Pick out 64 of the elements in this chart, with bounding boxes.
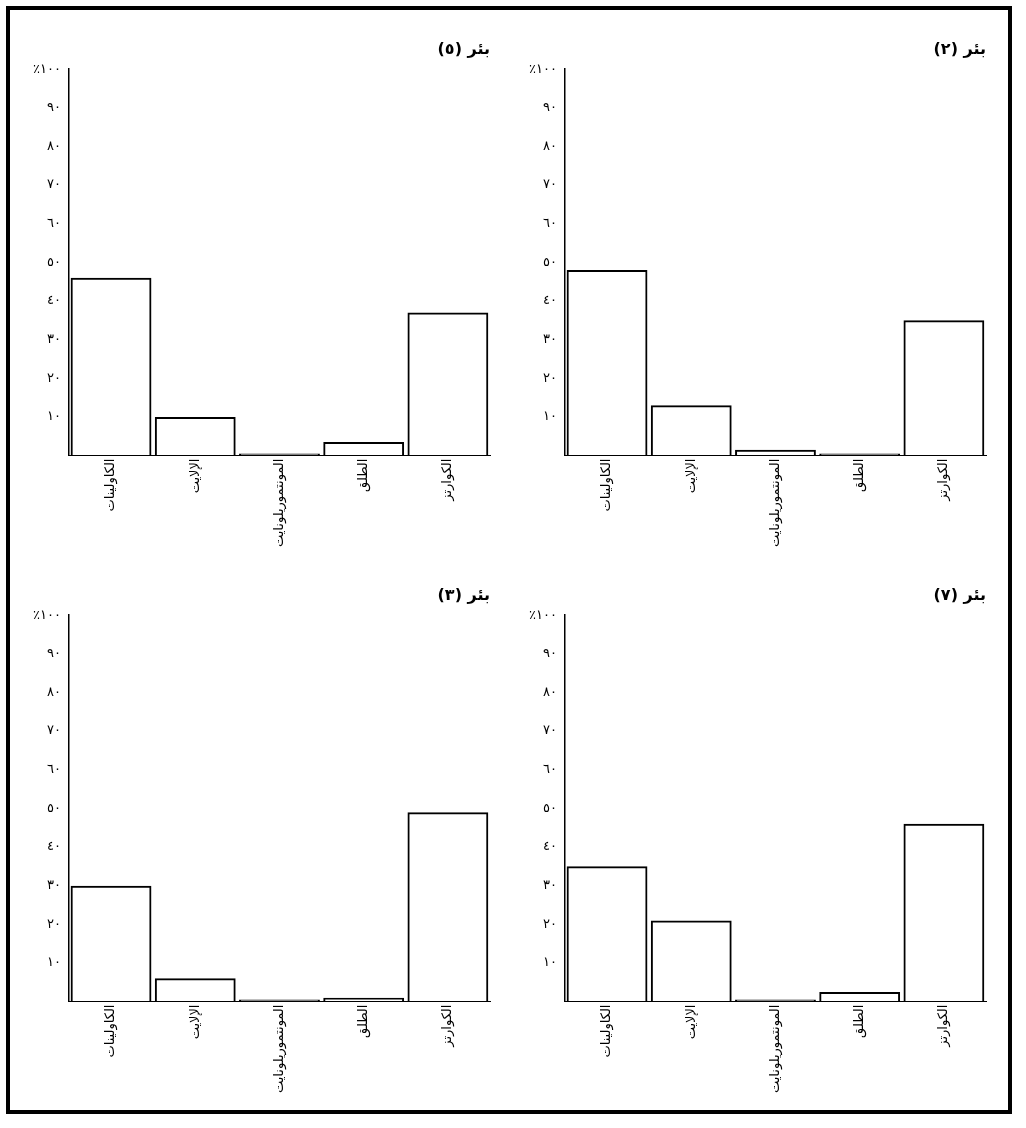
chart-title: بئر (٧) xyxy=(933,584,986,604)
y-tick-label: ٤٠ xyxy=(542,292,557,308)
y-tick-label: ٩٠ xyxy=(542,99,557,115)
y-tick-label: ٧٠ xyxy=(542,176,557,192)
y-tick-label: ٣٠ xyxy=(46,331,61,347)
y-tick-label: ٦٠ xyxy=(542,761,557,777)
y-tick-label: ٦٠ xyxy=(46,215,61,231)
y-tick-label: ٥٠ xyxy=(46,799,61,815)
x-tick-label: المونتموريلونايت xyxy=(766,458,783,548)
x-tick-label: الإلايت xyxy=(682,458,698,494)
x-tick-label: المونتموريلونايت xyxy=(270,1004,287,1094)
y-tick-label: ٧٠ xyxy=(46,722,61,738)
x-tick-label: الكوارتز xyxy=(439,458,456,502)
y-tick-label: ٧٠ xyxy=(46,176,61,192)
x-tick-label: الكوارتز xyxy=(439,1004,456,1048)
x-tick-label: الكاولينات xyxy=(598,1004,615,1058)
y-tick-label: ٪١٠٠ xyxy=(528,606,557,622)
y-tick-label: ٪١٠٠ xyxy=(32,60,61,76)
y-tick-label: ٩٠ xyxy=(46,645,61,661)
y-tick-label: ٦٠ xyxy=(542,215,557,231)
x-tick-label: الطلق xyxy=(851,458,868,492)
y-tick-label: ٩٠ xyxy=(46,99,61,115)
y-tick-label: ٨٠ xyxy=(46,137,61,153)
chart-title: بئر (٣) xyxy=(437,584,490,604)
x-tick-label: المونتموريلونايت xyxy=(270,458,287,548)
y-tick-label: ٣٠ xyxy=(46,877,61,893)
y-tick-label: ٣٠ xyxy=(542,331,557,347)
y-tick-label: ٢٠ xyxy=(542,369,557,385)
y-tick-label: ٤٠ xyxy=(46,292,61,308)
chart-title: بئر (٥) xyxy=(437,38,490,58)
y-tick-label: ٨٠ xyxy=(46,683,61,699)
y-tick-label: ٥٠ xyxy=(542,799,557,815)
y-tick-label: ١٠ xyxy=(542,408,557,424)
y-tick-label: ٢٠ xyxy=(46,915,61,931)
y-tick-label: ٥٠ xyxy=(46,253,61,269)
x-tick-label: الإلايت xyxy=(186,1004,202,1040)
y-tick-label: ٩٠ xyxy=(542,645,557,661)
x-tick-label: الكاولينات xyxy=(598,458,615,512)
y-tick-label: ٤٠ xyxy=(542,838,557,854)
x-tick-label: الطلق xyxy=(851,1004,868,1038)
y-tick-label: ٥٠ xyxy=(542,253,557,269)
y-tick-label: ٢٠ xyxy=(46,369,61,385)
x-tick-label: المونتموريلونايت xyxy=(766,1004,783,1094)
y-tick-label: ١٠ xyxy=(46,954,61,970)
y-tick-label: ٤٠ xyxy=(46,838,61,854)
y-tick-label: ٢٠ xyxy=(542,915,557,931)
x-tick-label: الإلايت xyxy=(682,1004,698,1040)
y-tick-label: ٦٠ xyxy=(46,761,61,777)
x-tick-label: الإلايت xyxy=(186,458,202,494)
chart-title: بئر (٢) xyxy=(933,38,986,58)
x-tick-label: الكوارتز xyxy=(935,1004,952,1048)
y-tick-label: ١٠ xyxy=(46,408,61,424)
y-tick-label: ٨٠ xyxy=(542,683,557,699)
x-tick-label: الكاولينات xyxy=(102,1004,119,1058)
y-tick-label: ٨٠ xyxy=(542,137,557,153)
x-tick-label: الطلق xyxy=(355,1004,372,1038)
y-tick-label: ١٠ xyxy=(542,954,557,970)
x-tick-label: الكوارتز xyxy=(935,458,952,502)
y-tick-label: ٪١٠٠ xyxy=(528,60,557,76)
x-tick-label: الطلق xyxy=(355,458,372,492)
y-tick-label: ٣٠ xyxy=(542,877,557,893)
y-tick-label: ٪١٠٠ xyxy=(32,606,61,622)
x-tick-label: الكاولينات xyxy=(102,458,119,512)
y-tick-label: ٧٠ xyxy=(542,722,557,738)
